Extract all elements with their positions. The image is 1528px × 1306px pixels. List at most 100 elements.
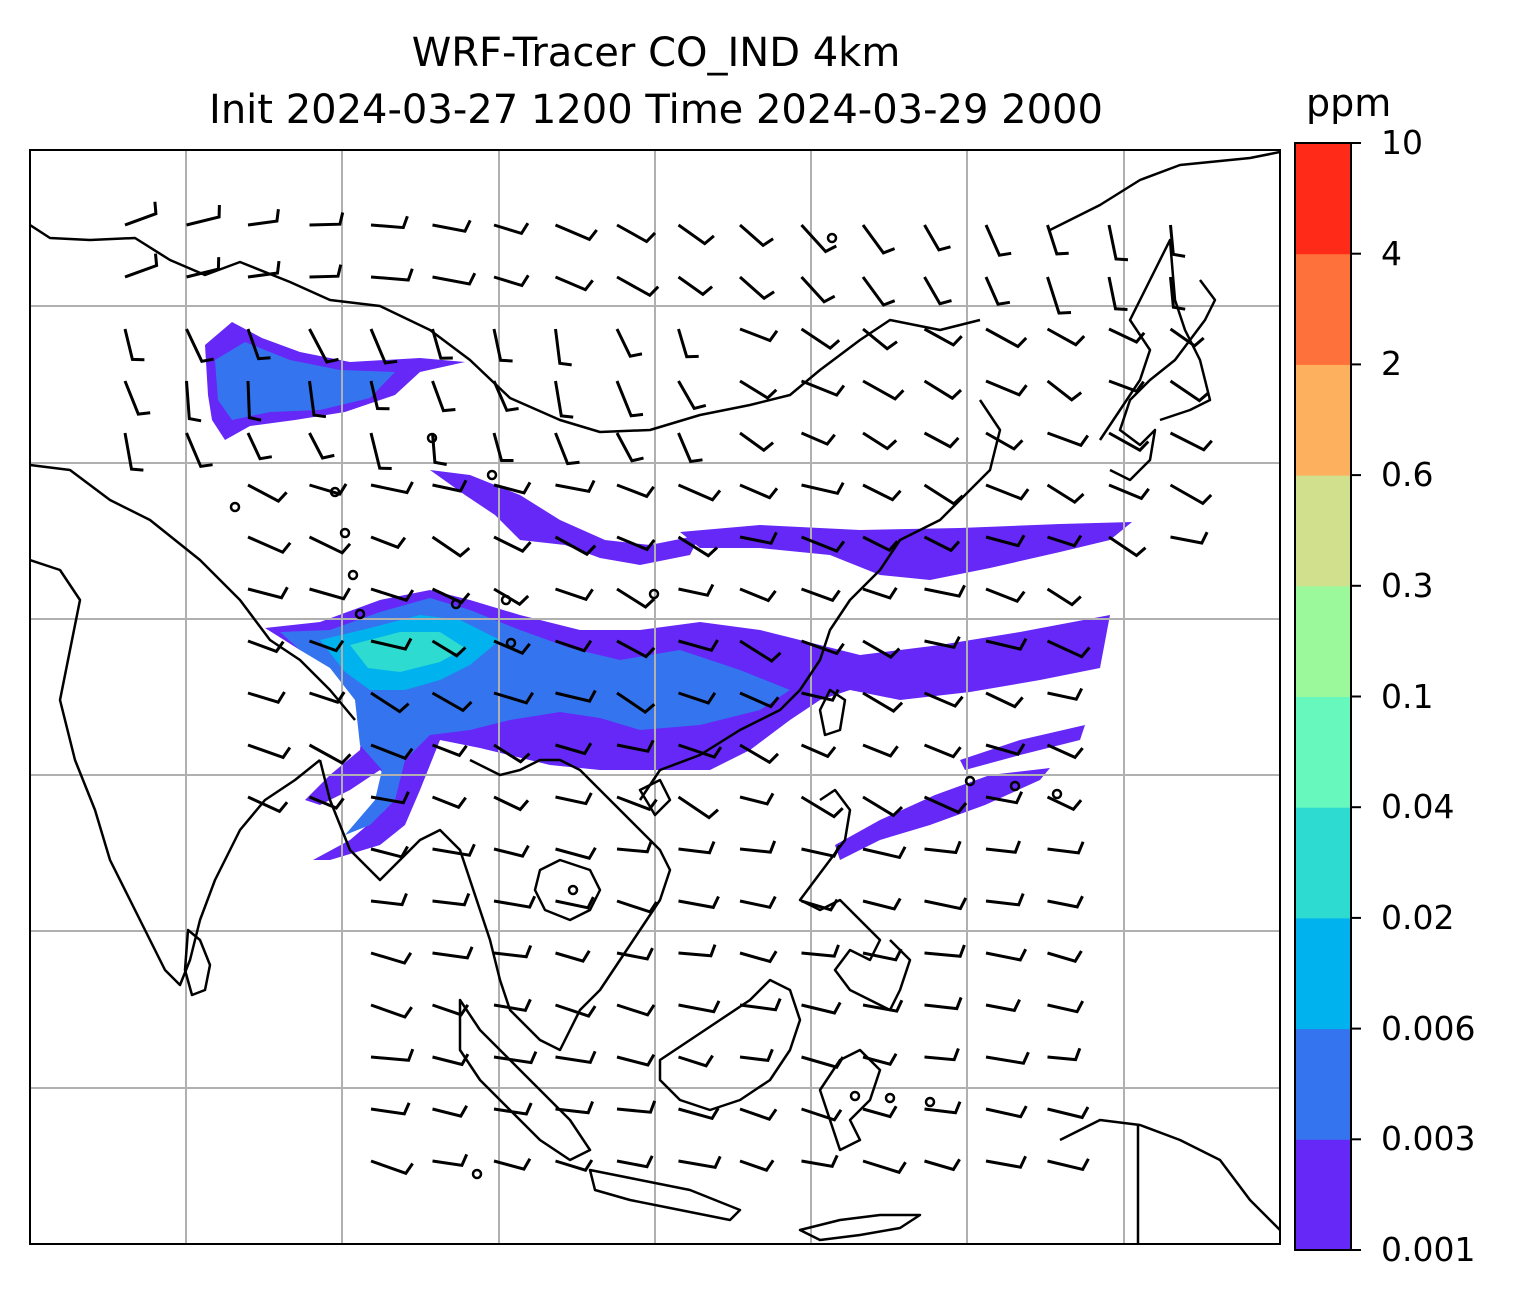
- wind-barb: [861, 276, 896, 307]
- colorbar-tick-label: 0.6: [1381, 455, 1434, 495]
- wind-barb: [862, 999, 904, 1013]
- wind-barb: [985, 327, 1028, 349]
- wind-barb: [308, 639, 345, 653]
- wind-barb: [985, 893, 1025, 907]
- wind-barb: [739, 895, 777, 910]
- colorbar-segment: [1295, 917, 1351, 1030]
- wind-barb: [677, 483, 722, 502]
- border-india-north: [30, 463, 356, 721]
- wind-barb: [923, 327, 963, 347]
- wind-barb: [862, 379, 905, 401]
- wind-barb: [739, 792, 775, 806]
- wind-barb: [247, 260, 281, 279]
- wind-barb: [247, 483, 288, 503]
- wind-barb: [555, 950, 591, 963]
- colorbar-segment: [1295, 585, 1351, 697]
- wind-barb: [1046, 795, 1083, 812]
- colorbar-segment: [1295, 1028, 1351, 1140]
- wind-barb: [739, 840, 777, 854]
- wind-barb: [1108, 431, 1150, 453]
- wind-barb: [678, 1107, 720, 1121]
- wind-barb: [739, 431, 775, 453]
- wind-barb: [739, 1159, 775, 1172]
- wind-barb: [678, 1054, 714, 1068]
- wind-barb: [493, 944, 533, 959]
- title-line-1: WRF-Tracer CO_IND 4km: [411, 30, 901, 76]
- wind-barb: [432, 1053, 470, 1067]
- coastline-russia-ne: [1049, 150, 1280, 232]
- wind-barb: [678, 1000, 721, 1014]
- colorbar-tick-label: 0.04: [1381, 787, 1455, 827]
- wind-barb: [923, 379, 963, 401]
- wind-barb: [985, 431, 1024, 451]
- wind-barb: [554, 275, 594, 292]
- wind-barb: [370, 535, 407, 550]
- wind-barb: [924, 584, 966, 598]
- wind-barb: [247, 535, 292, 555]
- colorbar-segment: [1295, 807, 1351, 919]
- wind-barb: [985, 587, 1026, 604]
- wind-barb: [616, 691, 656, 714]
- wind-barb: [800, 275, 836, 304]
- wind-barb: [862, 691, 904, 713]
- wind-barb: [247, 691, 286, 704]
- wind-barb: [616, 1003, 656, 1017]
- wind-barb: [493, 274, 530, 288]
- wind-barb: [370, 892, 408, 907]
- wind-barb: [369, 328, 398, 365]
- co-tracer-plumes: [205, 322, 1132, 860]
- wind-barb: [555, 792, 593, 806]
- wind-barb: [985, 637, 1028, 651]
- wind-barb: [186, 257, 221, 279]
- wind-barb: [800, 431, 836, 446]
- wind-barb: [862, 846, 907, 860]
- wind-barb: [923, 431, 960, 449]
- wind-barb: [370, 587, 415, 602]
- wind-barb: [678, 1155, 722, 1169]
- wind-barb: [800, 535, 846, 553]
- wind-barb: [555, 742, 593, 756]
- wind-barb: [924, 636, 961, 650]
- wind-barb: [1046, 483, 1085, 504]
- wind-barb: [554, 328, 572, 367]
- calm-wind-circle: [471, 1168, 483, 1180]
- wind-barb: [801, 844, 841, 858]
- wind-barb: [678, 895, 720, 910]
- wind-barb: [985, 379, 1028, 397]
- wind-barb: [862, 586, 898, 600]
- wind-barb: [370, 215, 409, 230]
- wind-barb: [616, 223, 657, 244]
- wind-barb: [1108, 535, 1147, 558]
- wind-barb: [985, 691, 1024, 709]
- wind-barb: [370, 691, 410, 714]
- wind-barb: [1047, 895, 1084, 909]
- wind-barb: [924, 1101, 962, 1115]
- wind-barb: [616, 1155, 654, 1169]
- wind-barb: [555, 847, 597, 860]
- wind-barb: [555, 1003, 597, 1018]
- wind-barb: [739, 691, 780, 709]
- wind-barb: [923, 691, 964, 708]
- wind-barb: [492, 380, 519, 412]
- wind-barb: [309, 587, 351, 601]
- wind-barb: [123, 380, 151, 416]
- wind-barb: [247, 743, 292, 760]
- wind-barb: [247, 795, 289, 814]
- wind-barb: [677, 795, 719, 820]
- wind-barb: [924, 1047, 960, 1062]
- wind-barb: [493, 795, 530, 812]
- wind-barb: [555, 639, 593, 653]
- wind-barb: [370, 951, 413, 965]
- wind-barb: [616, 739, 655, 753]
- wind-barb: [739, 587, 777, 603]
- colorbar-tick-label: 0.02: [1381, 897, 1455, 937]
- wind-barb: [739, 223, 774, 248]
- wind-barb: [1108, 483, 1150, 501]
- wind-barb: [247, 209, 280, 227]
- calm-wind-circle: [964, 775, 976, 787]
- wind-barb: [493, 587, 530, 607]
- wind-barb: [186, 204, 221, 227]
- wind-barb: [677, 223, 715, 246]
- plume-northwest-inner: [215, 342, 395, 420]
- wind-barb: [1046, 224, 1069, 256]
